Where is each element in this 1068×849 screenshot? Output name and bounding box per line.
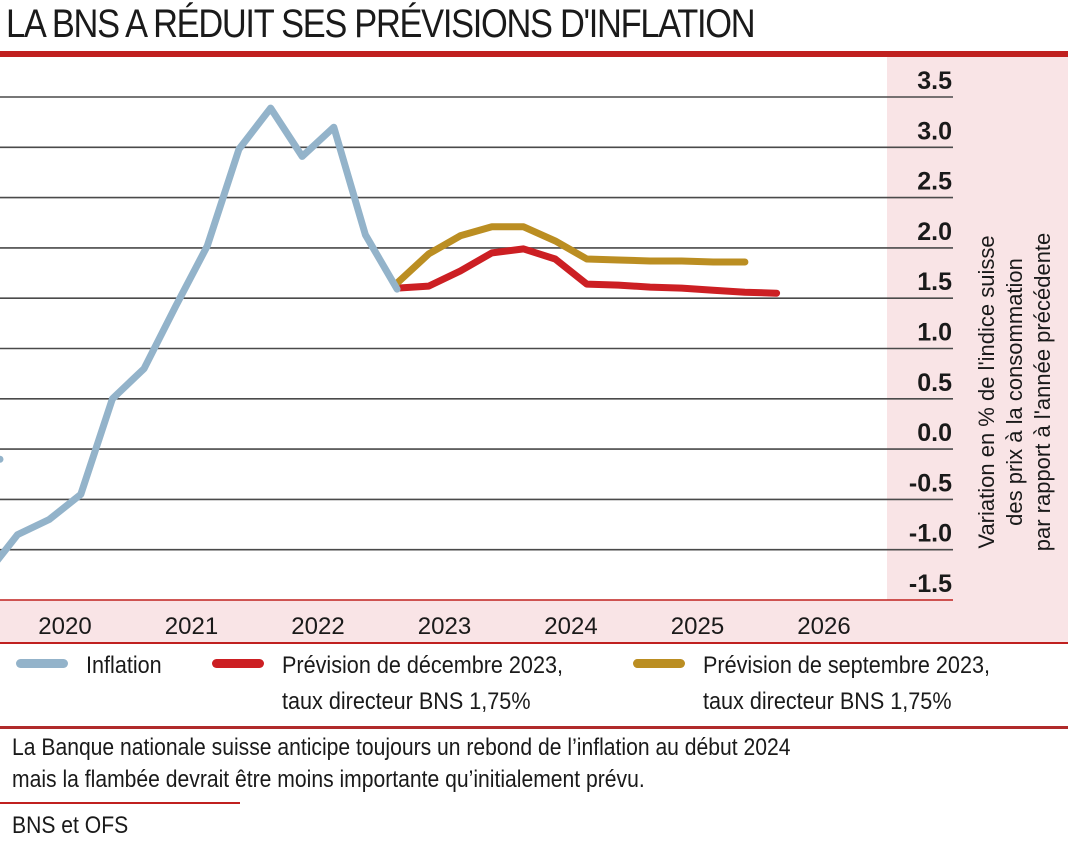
y-axis-label-line-2: des prix à la consommation xyxy=(1002,258,1027,526)
legend-label: taux directeur BNS 1,75% xyxy=(282,688,531,715)
legend-swatch-inflation xyxy=(16,659,68,668)
line-chart: 3.5 3.0 2.5 2.0 1.5 1.0 0.5 0.0 -0.5 -1.0 -1.5 202… xyxy=(0,57,1068,644)
y-tick-labels: 3.5 3.0 2.5 2.0 1.5 1.0 0.5 0.0 -0.5 -1.0 -1.5 xyxy=(909,67,952,598)
caption-line: mais la flambée devrait être moins impor… xyxy=(12,766,645,793)
y-tick-label: 0.5 xyxy=(917,369,952,397)
legend-swatch-forecast-september xyxy=(633,659,685,668)
y-tick-label: 1.0 xyxy=(917,319,952,347)
y-tick-label: 3.5 xyxy=(917,67,952,95)
chart-caption: La Banque nationale suisse anticipe touj… xyxy=(12,732,791,796)
legend-label: Inflation xyxy=(86,652,162,679)
legend-label: Prévision de septembre 2023, xyxy=(703,652,990,679)
caption-divider xyxy=(0,726,1068,729)
gridlines xyxy=(0,96,953,601)
y-tick-label: 3.0 xyxy=(917,117,952,145)
legend-label: Prévision de décembre 2023, xyxy=(282,652,563,679)
x-tick-label: 2020 xyxy=(38,613,91,640)
legend: Inflation Prévision de décembre 2023, ta… xyxy=(0,648,1068,724)
y-tick-label: -1.0 xyxy=(909,520,952,548)
y-tick-label: 2.5 xyxy=(917,168,952,196)
y-tick-label: 0.0 xyxy=(917,419,952,447)
source-divider xyxy=(0,802,240,804)
series-forecast-september-line xyxy=(393,223,749,287)
x-tick-label: 2022 xyxy=(291,613,344,640)
series-forecast-december-line xyxy=(393,245,781,297)
series-lines xyxy=(0,104,781,563)
caption-line: La Banque nationale suisse anticipe touj… xyxy=(12,734,791,761)
legend-item-inflation: Inflation xyxy=(16,648,170,684)
legend-swatch-forecast-december xyxy=(212,659,264,668)
x-axis-band xyxy=(0,600,1068,643)
y-tick-label: -1.5 xyxy=(909,570,952,598)
legend-item-forecast-september: Prévision de septembre 2023, taux direct… xyxy=(633,648,1022,720)
x-tick-label: 2024 xyxy=(544,613,597,640)
y-axis-label-line-1: Variation en % de l'indice suisse xyxy=(974,235,999,548)
y-tick-label: -0.5 xyxy=(909,469,952,497)
legend-item-forecast-december: Prévision de décembre 2023, taux directe… xyxy=(212,648,594,720)
chart-source: BNS et OFS xyxy=(12,812,129,839)
x-tick-label: 2025 xyxy=(671,613,724,640)
x-tick-label: 2021 xyxy=(165,613,218,640)
x-tick-label: 2023 xyxy=(418,613,471,640)
series-inflation-line xyxy=(0,104,401,563)
legend-label: taux directeur BNS 1,75% xyxy=(703,688,952,715)
chart-title: LA BNS A RÉDUIT SES PRÉVISIONS D'INFLATI… xyxy=(6,2,756,46)
x-tick-labels: 2020 2021 2022 2023 2024 2025 2026 xyxy=(38,613,850,640)
y-axis-label-line-3: par rapport à l'année précédente xyxy=(1030,233,1055,552)
x-tick-label: 2026 xyxy=(797,613,850,640)
title-divider xyxy=(0,51,1068,57)
y-tick-label: 2.0 xyxy=(917,218,952,246)
y-tick-label: 1.5 xyxy=(917,268,952,296)
